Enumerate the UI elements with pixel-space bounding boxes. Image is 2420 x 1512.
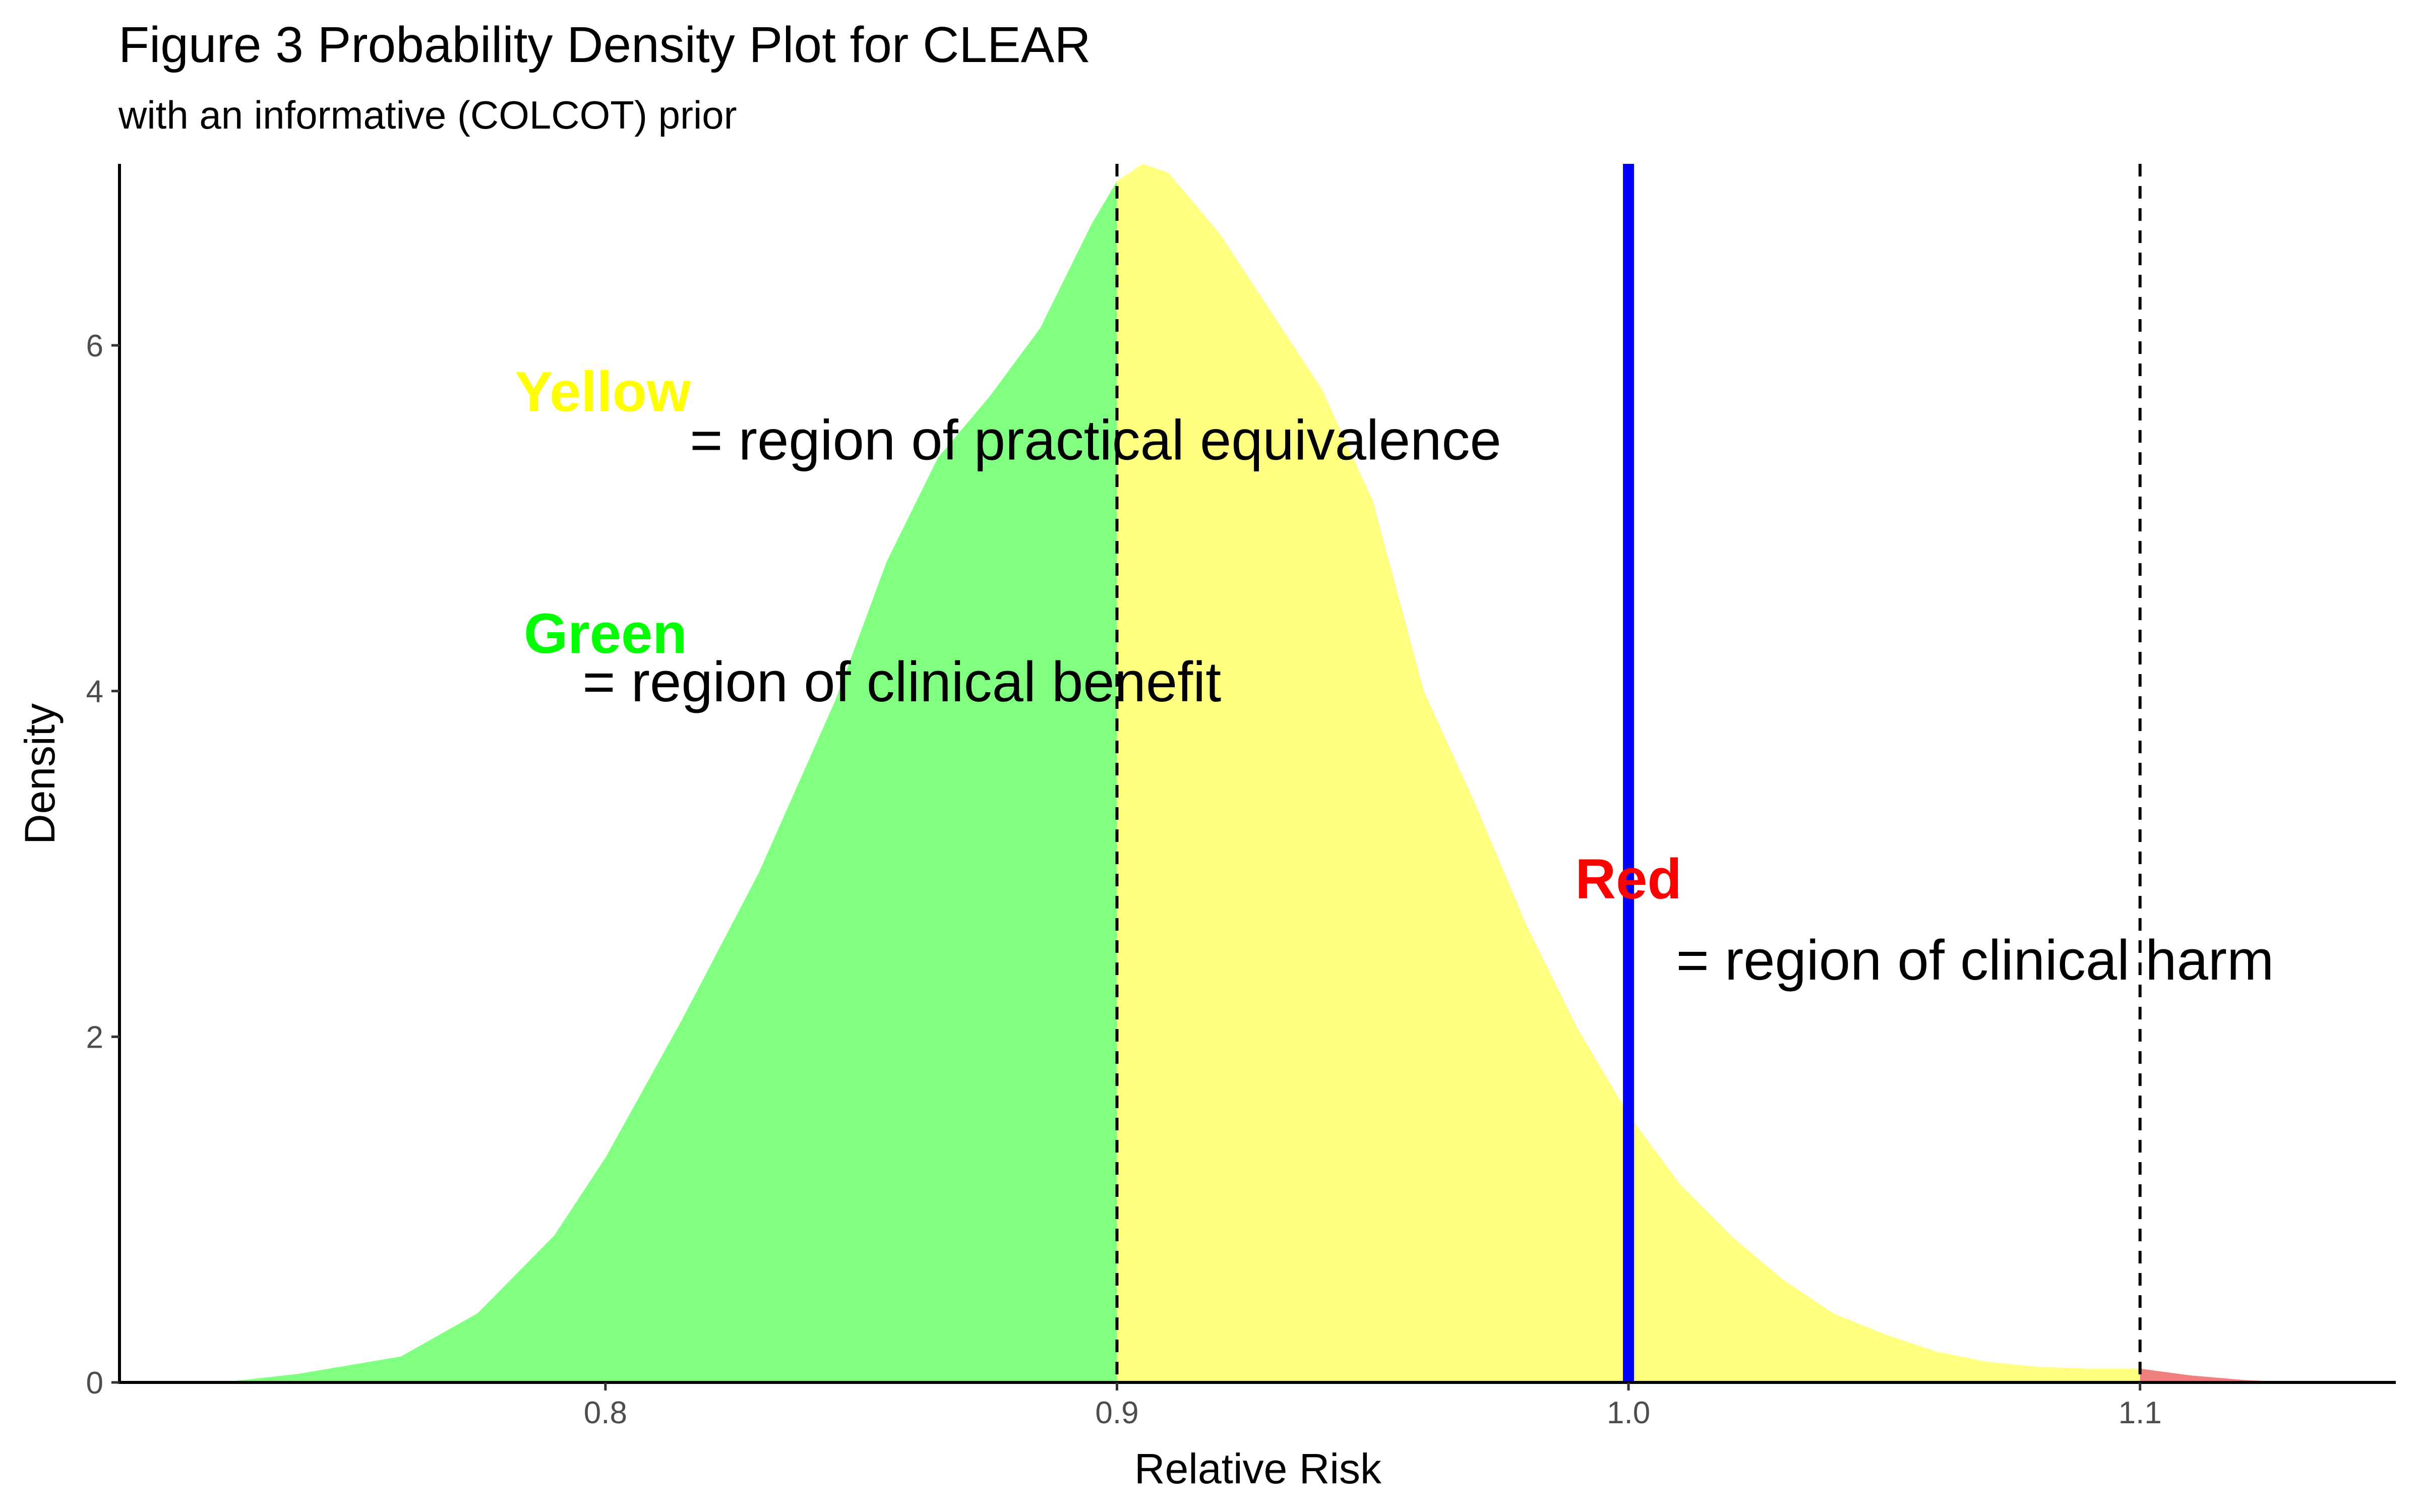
x-tick-label: 0.8 [584, 1396, 627, 1430]
y-tick-label: 2 [86, 1020, 103, 1055]
x-tick-label: 1.1 [2119, 1396, 2162, 1430]
x-axis-ticks: 0.8 0.9 1.0 1.1 [584, 1382, 2162, 1430]
y-tick-label: 4 [86, 675, 103, 709]
annotation-red-label: Red [1575, 848, 1682, 911]
chart-title: Figure 3 Probability Density Plot for CL… [118, 17, 1091, 73]
annotation-red-text: = region of clinical harm [1676, 929, 2274, 992]
x-axis-title: Relative Risk [1134, 1445, 1382, 1492]
region-benefit [221, 181, 1117, 1382]
x-tick-label: 1.0 [1607, 1396, 1650, 1430]
chart-subtitle: with an informative (COLCOT) prior [118, 93, 737, 137]
y-tick-label: 6 [86, 329, 103, 364]
annotation-yellow-label: Yellow [515, 360, 691, 423]
region-harm [2140, 1368, 2294, 1382]
y-axis-title: Density [16, 703, 64, 844]
annotations: Yellow= region of practical equivalence G… [515, 360, 2274, 992]
region-equivalence [1117, 164, 2140, 1382]
reference-lines [1115, 164, 2142, 1382]
y-axis-ticks: 0 2 4 6 [86, 329, 119, 1401]
density-regions [221, 164, 2294, 1382]
annotation-yellow-text: = region of practical equivalence [690, 408, 1501, 471]
x-tick-label: 0.9 [1095, 1396, 1138, 1430]
y-tick-label: 0 [86, 1366, 103, 1401]
annotation-green-label: Green [524, 602, 687, 665]
annotation-green-text: = region of clinical benefit [582, 650, 1221, 713]
